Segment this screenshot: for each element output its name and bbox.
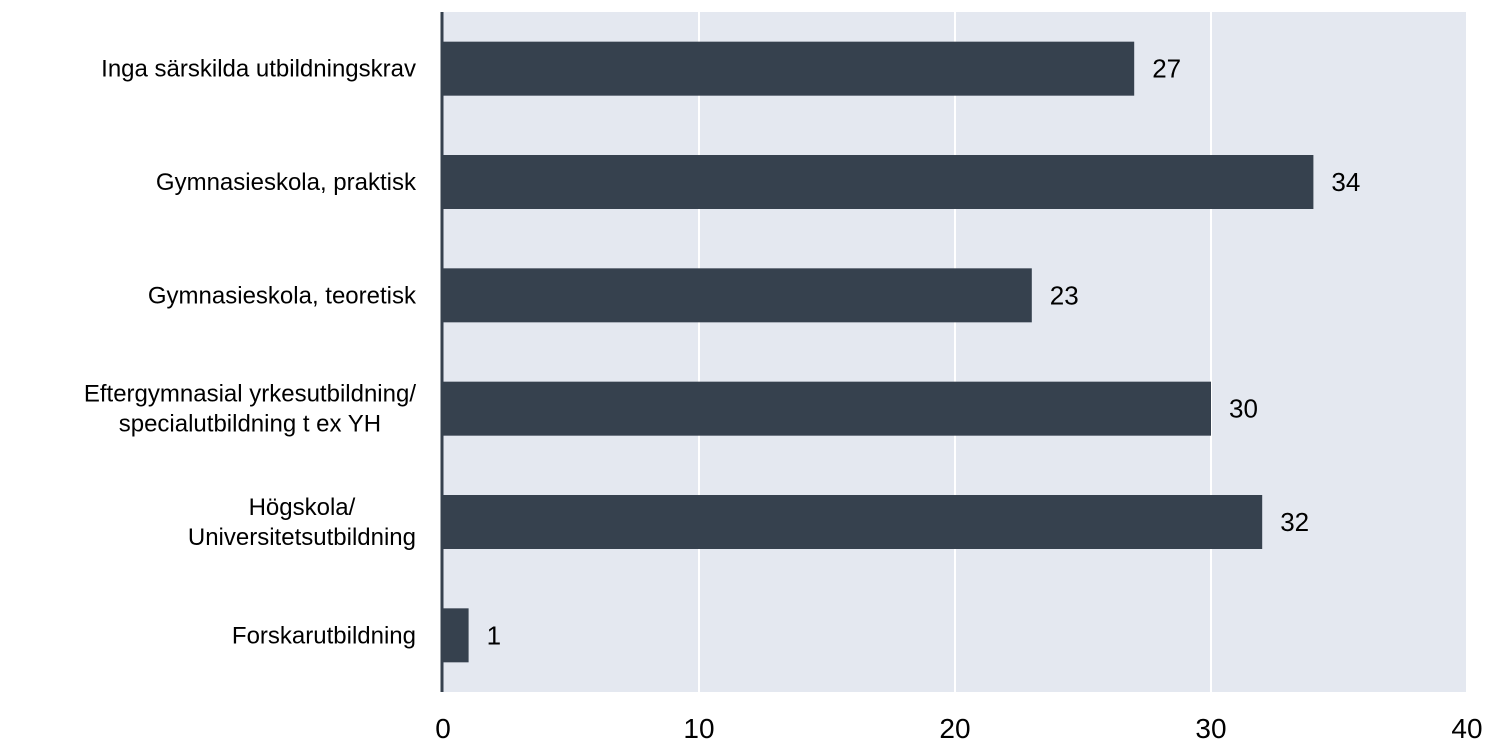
x-tick-label: 20 [939,713,970,744]
category-labels: Inga särskilda utbildningskrav Gymnasiesk… [84,56,417,650]
x-tick-label: 0 [435,713,451,744]
category-label: Gymnasieskola, teoretisk [148,282,417,309]
x-tick-label: 30 [1195,713,1226,744]
bar [443,41,1135,96]
x-tick-label: 40 [1451,713,1482,744]
value-label: 30 [1229,394,1258,424]
value-label: 32 [1280,507,1309,537]
bars [443,41,1314,663]
value-labels: 27 34 23 30 32 1 [487,54,1361,651]
category-label: Högskola/Universitetsutbildning [188,494,416,551]
value-label: 34 [1331,167,1360,197]
gridlines [698,12,1468,692]
bar [443,155,1314,209]
category-label: Forskarutbildning [232,622,416,649]
bar [443,608,469,663]
category-label: Gymnasieskola, praktisk [156,169,417,196]
bar [443,495,1263,549]
category-label: Inga särskilda utbildningskrav [101,56,416,83]
x-tick-label: 10 [683,713,714,744]
x-tick-labels: 0 10 20 30 40 [435,713,1482,744]
value-label: 1 [487,620,501,650]
bar [443,381,1211,436]
value-label: 27 [1152,54,1181,84]
bar [443,268,1032,323]
value-label: 23 [1050,280,1079,310]
category-label: Eftergymnasial yrkesutbildning/specialut… [84,381,416,438]
